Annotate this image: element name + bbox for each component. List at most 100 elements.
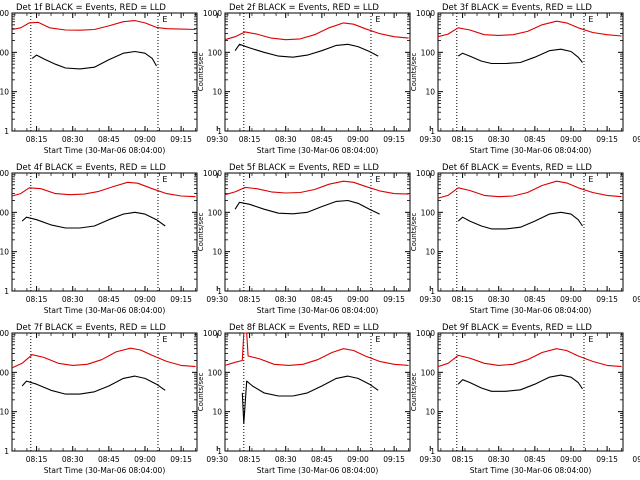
y-tick-label: 10: [0, 248, 9, 257]
y-tick-label: 100: [208, 48, 223, 57]
x-tick-label: 08:45: [311, 295, 333, 304]
marker-label: E: [375, 15, 380, 24]
x-tick-label: 09:15: [383, 135, 405, 144]
x-tick-label: 09:30: [419, 135, 441, 144]
series-line-lld: [11, 20, 196, 31]
x-tick-label: 09:15: [170, 295, 192, 304]
panel-det-6: Det 6f BLACK = Events, RED = LLD 1 10 100 10…: [410, 163, 640, 315]
y-tick-label: 1: [430, 447, 435, 456]
x-axis-label: Start Time (30-Mar-06 08:04:00): [470, 146, 592, 155]
plot-frame: [224, 12, 411, 132]
x-tick-label: 08:30: [488, 295, 510, 304]
y-tick-label: 1: [430, 287, 435, 296]
panel-title: Det 1f BLACK = Events, RED = LLD: [16, 3, 166, 13]
x-tick-label: 08:15: [452, 295, 474, 304]
x-tick-label: 08:30: [488, 135, 510, 144]
y-tick-label: 1000: [0, 329, 9, 338]
marker-label: E: [375, 175, 380, 184]
x-tick-label: 08:45: [311, 455, 333, 464]
y-axis-label: Counts/sec: [197, 53, 205, 92]
marker-label: E: [588, 15, 593, 24]
panel-title: Det 8f BLACK = Events, RED = LLD: [229, 323, 379, 333]
y-tick-label: 10: [425, 88, 435, 97]
x-tick-label: 09:00: [134, 295, 156, 304]
x-tick-label: 08:45: [311, 135, 333, 144]
x-axis-label: Start Time (30-Mar-06 08:04:00): [470, 466, 592, 475]
x-axis-label: Start Time (30-Mar-06 08:04:00): [257, 146, 379, 155]
x-tick-label: 09:30: [632, 295, 640, 304]
y-tick-label: 1: [4, 287, 9, 296]
y-tick-label: 10: [0, 88, 9, 97]
marker-label: E: [162, 175, 167, 184]
plot-frame: [437, 172, 624, 292]
x-tick-label: 08:45: [98, 295, 120, 304]
y-tick-label: 1: [217, 447, 222, 456]
marker-label: E: [162, 335, 167, 344]
y-axis-label: Counts/sec: [197, 213, 205, 252]
y-tick-label: 1: [430, 127, 435, 136]
y-tick-label: 1000: [203, 169, 222, 178]
y-tick-label: 1: [217, 127, 222, 136]
x-tick-label: 08:15: [452, 455, 474, 464]
series-line-lld: [437, 348, 622, 368]
y-tick-label: 1000: [416, 169, 435, 178]
x-tick-label: 08:45: [524, 295, 546, 304]
panel-det-8: Det 8f BLACK = Events, RED = LLD11010010…: [197, 323, 441, 475]
x-tick-label: 09:15: [596, 295, 618, 304]
y-tick-label: 10: [425, 408, 435, 417]
y-tick-label: 10: [212, 88, 222, 97]
panel-det-7: Det 7f BLACK = Events, RED = LLD11010010…: [0, 323, 228, 475]
x-tick-label: 09:15: [170, 455, 192, 464]
plot-frame: [11, 332, 198, 452]
panel-title: Det 9f BLACK = Events, RED = LLD: [442, 323, 592, 333]
panel-title: Det 6f BLACK = Events, RED = LLD: [442, 163, 592, 173]
panel-det-2: Det 2f BLACK = Events, RED = LLD11010010…: [197, 3, 441, 155]
panel-title: Det 4f BLACK = Events, RED = LLD: [16, 163, 166, 173]
marker-label: E: [588, 335, 593, 344]
x-tick-label: 08:30: [62, 295, 84, 304]
x-axis-label: Start Time (30-Mar-06 08:04:00): [470, 306, 592, 315]
y-tick-label: 1000: [416, 329, 435, 338]
y-tick-label: 100: [421, 48, 436, 57]
x-tick-label: 09:00: [560, 455, 582, 464]
x-tick-label: 09:30: [206, 455, 228, 464]
marker-label: E: [588, 175, 593, 184]
y-tick-label: 1000: [203, 9, 222, 18]
x-tick-label: 09:00: [560, 295, 582, 304]
y-tick-label: 10: [212, 248, 222, 257]
y-tick-label: 1: [4, 127, 9, 136]
x-tick-label: 09:30: [206, 135, 228, 144]
y-tick-label: 100: [0, 208, 9, 217]
series-line-events: [234, 43, 379, 58]
x-tick-label: 08:15: [26, 135, 48, 144]
x-axis-label: Start Time (30-Mar-06 08:04:00): [257, 306, 379, 315]
x-tick-label: 08:30: [62, 135, 84, 144]
series-line-events: [457, 48, 583, 65]
x-tick-label: 08:30: [62, 455, 84, 464]
y-tick-label: 1: [4, 447, 9, 456]
x-tick-label: 09:30: [206, 295, 228, 304]
x-tick-label: 09:00: [347, 455, 369, 464]
plot-frame: [11, 12, 198, 132]
marker-label: E: [375, 335, 380, 344]
x-tick-label: 09:00: [134, 135, 156, 144]
y-axis-label: Counts/sec: [197, 373, 205, 412]
y-tick-label: 100: [0, 48, 9, 57]
plot-frame: [224, 332, 411, 452]
panel-title: Det 3f BLACK = Events, RED = LLD: [442, 3, 592, 13]
x-tick-label: 08:45: [524, 135, 546, 144]
series-line-events: [457, 374, 583, 392]
y-tick-label: 1: [217, 287, 222, 296]
y-tick-label: 10: [425, 248, 435, 257]
series-line-lld: [437, 180, 622, 199]
series-line-events: [234, 199, 380, 215]
x-tick-label: 08:15: [239, 135, 261, 144]
x-axis-label: Start Time (30-Mar-06 08:04:00): [44, 146, 166, 155]
panel-det-1: Det 1f BLACK = Events, RED = LLD11010010…: [0, 3, 228, 155]
plot-frame: [437, 12, 624, 132]
y-tick-label: 1000: [203, 329, 222, 338]
x-tick-label: 09:30: [632, 135, 640, 144]
y-tick-label: 1000: [0, 169, 9, 178]
x-tick-label: 08:45: [524, 455, 546, 464]
